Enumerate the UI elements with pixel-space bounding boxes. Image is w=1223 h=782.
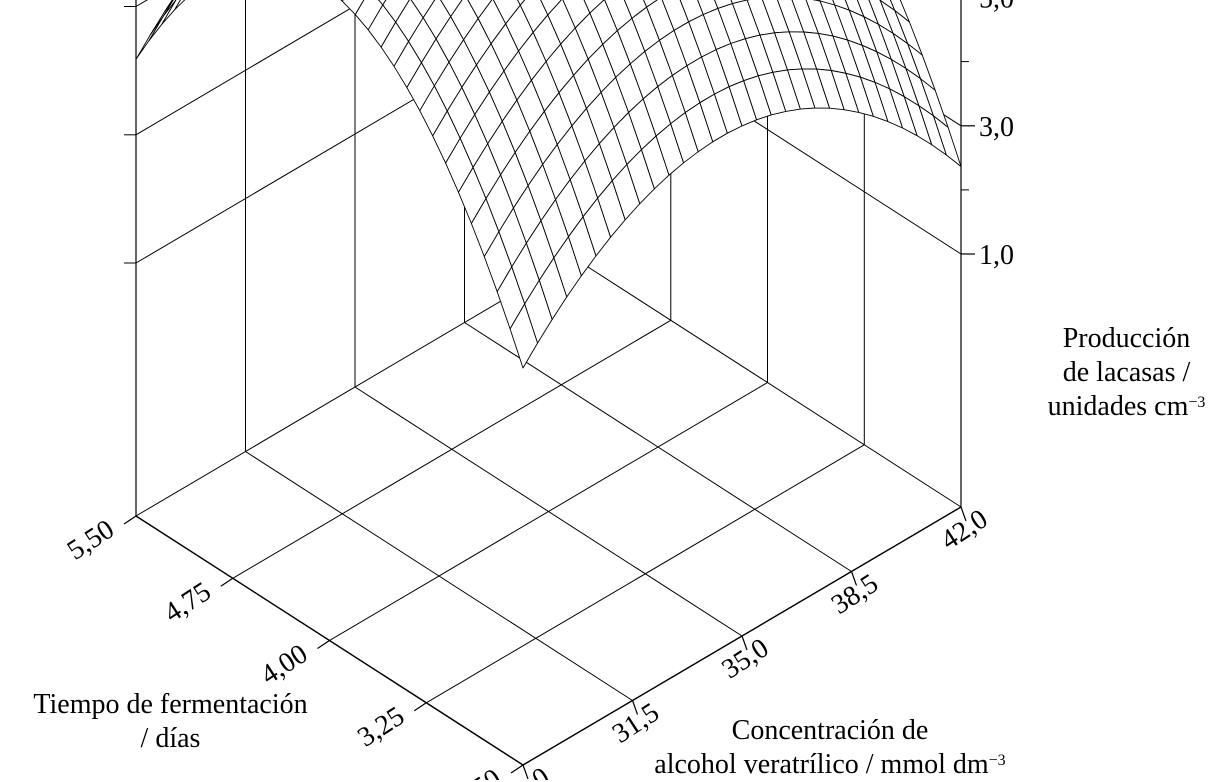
- z-tick-label-1: 3,0: [979, 112, 1014, 143]
- z-axis-title-exponent: −3: [1188, 394, 1205, 411]
- y-axis-title-unit: alcohol veratrílico / mmol dm: [654, 749, 988, 780]
- y-tick-label-0: 28,0: [497, 762, 555, 780]
- z-axis-title-unit: unidades cm: [1048, 391, 1189, 422]
- x-tick-label-2: 4,00: [255, 638, 313, 691]
- x-tick-label-1: 3,25: [352, 701, 410, 754]
- z-tick-label-2: 5,0: [979, 0, 1014, 15]
- z-axis-title: Producción de lacasas / unidades cm−3: [1030, 322, 1223, 424]
- z-axis-title-line1: Producción: [1030, 322, 1223, 356]
- floor-gridline-y-2: [355, 387, 742, 636]
- x-axis-title: Tiempo de fermentación / días: [8, 688, 333, 756]
- y-axis-title: Concentración de alcohol veratrílico / m…: [600, 714, 1060, 782]
- x-axis-tick-1: [414, 703, 426, 711]
- z-axis-title-line3: unidades cm−3: [1030, 390, 1223, 424]
- y-tick-label-3: 38,5: [826, 568, 884, 621]
- z-axis-title-line2: de lacasas /: [1030, 356, 1223, 390]
- x-tick-label-3: 4,75: [159, 576, 217, 629]
- x-tick-label-4: 5,50: [62, 514, 120, 567]
- x-axis-title-line1: Tiempo de fermentación: [8, 688, 333, 722]
- y-axis-title-exponent: −3: [989, 752, 1006, 769]
- x-axis-title-line2: / días: [8, 722, 333, 756]
- x-axis-tick-4: [124, 516, 136, 524]
- y-tick-label-2: 35,0: [716, 633, 774, 686]
- x-axis-tick-3: [221, 578, 233, 586]
- response-surface: [136, 0, 961, 368]
- x-axis-tick-2: [318, 641, 330, 649]
- y-axis-title-line2: alcohol veratrílico / mmol dm−3: [600, 748, 1060, 782]
- z-tick-label-0: 1,0: [979, 240, 1014, 271]
- x-tick-label-0: 2,50: [449, 763, 507, 780]
- y-axis-title-line1: Concentración de: [600, 714, 1060, 748]
- y-tick-label-4: 42,0: [935, 504, 993, 557]
